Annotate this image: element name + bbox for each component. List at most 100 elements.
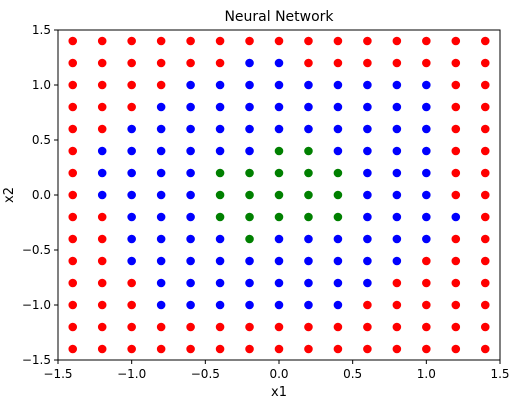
data-point bbox=[480, 278, 490, 288]
data-point bbox=[245, 146, 254, 156]
data-point bbox=[422, 256, 431, 266]
data-point bbox=[274, 212, 284, 222]
y-tick-label: 1.0 bbox=[32, 78, 51, 92]
data-point bbox=[97, 80, 107, 90]
data-point bbox=[363, 300, 372, 310]
data-point bbox=[422, 190, 431, 200]
data-point bbox=[363, 212, 372, 222]
data-point bbox=[274, 102, 284, 112]
data-point bbox=[422, 278, 431, 288]
data-point bbox=[480, 344, 490, 354]
data-point bbox=[127, 322, 136, 332]
data-point bbox=[215, 256, 225, 266]
data-point bbox=[215, 102, 225, 112]
data-point bbox=[451, 256, 461, 266]
data-point bbox=[451, 300, 461, 310]
data-point bbox=[333, 36, 343, 46]
data-point bbox=[215, 146, 225, 156]
data-point bbox=[274, 278, 284, 288]
data-point bbox=[127, 344, 136, 354]
data-point bbox=[304, 344, 313, 354]
data-point bbox=[480, 322, 490, 332]
data-point bbox=[392, 234, 402, 244]
data-point bbox=[451, 58, 461, 68]
data-point bbox=[451, 80, 461, 90]
data-point bbox=[304, 124, 313, 134]
data-point bbox=[68, 278, 78, 288]
data-point bbox=[392, 168, 402, 178]
data-point bbox=[245, 344, 254, 354]
x-tick-label: −0.5 bbox=[191, 367, 220, 381]
y-axis-ticks: −1.5 −1.0 −0.5 0.0 0.5 1.0 1.5 bbox=[22, 23, 58, 367]
data-point bbox=[480, 146, 490, 156]
data-point bbox=[156, 300, 166, 310]
data-point bbox=[274, 146, 284, 156]
data-point bbox=[186, 212, 195, 222]
data-point bbox=[156, 146, 166, 156]
data-point bbox=[245, 256, 254, 266]
data-point bbox=[68, 190, 78, 200]
data-point bbox=[156, 278, 166, 288]
data-point bbox=[363, 124, 372, 134]
data-point bbox=[245, 102, 254, 112]
data-point bbox=[127, 102, 136, 112]
data-point bbox=[422, 234, 431, 244]
y-tick-label: −1.0 bbox=[22, 298, 51, 312]
data-point bbox=[245, 190, 254, 200]
data-point bbox=[127, 234, 136, 244]
data-point bbox=[68, 58, 78, 68]
data-point bbox=[480, 212, 490, 222]
data-point bbox=[333, 58, 343, 68]
data-point bbox=[422, 146, 431, 156]
data-point bbox=[333, 256, 343, 266]
data-point bbox=[451, 212, 461, 222]
data-point bbox=[97, 102, 107, 112]
data-point bbox=[422, 344, 431, 354]
data-point bbox=[156, 124, 166, 134]
data-point bbox=[68, 234, 78, 244]
data-point bbox=[392, 146, 402, 156]
data-point bbox=[97, 256, 107, 266]
data-point bbox=[451, 102, 461, 112]
data-point bbox=[97, 344, 107, 354]
data-point bbox=[363, 102, 372, 112]
data-point bbox=[392, 36, 402, 46]
data-point bbox=[274, 234, 284, 244]
data-point bbox=[480, 80, 490, 90]
x-axis-ticks: −1.5 −1.0 −0.5 0.0 0.5 1.0 1.5 bbox=[43, 360, 510, 381]
data-point bbox=[156, 322, 166, 332]
data-point bbox=[186, 124, 195, 134]
data-point bbox=[127, 300, 136, 310]
data-point bbox=[480, 234, 490, 244]
data-point bbox=[97, 124, 107, 134]
data-point bbox=[186, 168, 195, 178]
data-point bbox=[304, 278, 313, 288]
data-point bbox=[392, 102, 402, 112]
data-point bbox=[215, 212, 225, 222]
x-axis-label: x1 bbox=[271, 385, 287, 400]
data-point bbox=[68, 124, 78, 134]
x-tick-label: 1.0 bbox=[417, 367, 436, 381]
data-point bbox=[68, 300, 78, 310]
data-point bbox=[480, 190, 490, 200]
data-point bbox=[304, 300, 313, 310]
x-tick-label: 0.0 bbox=[269, 367, 288, 381]
data-point bbox=[127, 146, 136, 156]
data-point bbox=[363, 58, 372, 68]
data-point bbox=[245, 212, 254, 222]
data-point bbox=[392, 190, 402, 200]
data-point bbox=[215, 190, 225, 200]
data-point bbox=[186, 102, 195, 112]
x-tick-label: −1.0 bbox=[117, 367, 146, 381]
data-point bbox=[333, 146, 343, 156]
data-point bbox=[68, 168, 78, 178]
data-point bbox=[186, 344, 195, 354]
data-point bbox=[127, 278, 136, 288]
data-point bbox=[127, 256, 136, 266]
data-point bbox=[392, 80, 402, 90]
data-point bbox=[156, 80, 166, 90]
data-point bbox=[97, 278, 107, 288]
data-point bbox=[68, 344, 78, 354]
data-point bbox=[215, 80, 225, 90]
data-point bbox=[68, 212, 78, 222]
